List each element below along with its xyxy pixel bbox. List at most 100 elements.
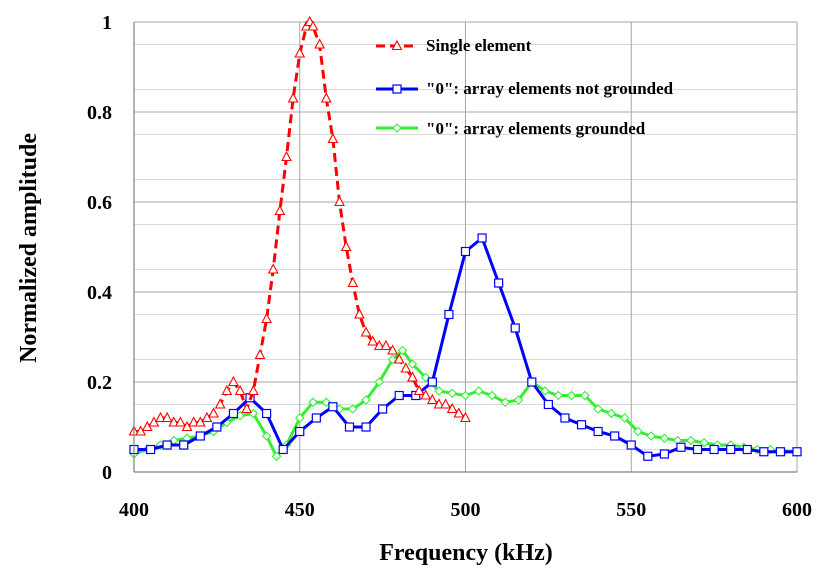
data-point-not-grounded	[262, 408, 272, 419]
data-point-grounded	[407, 359, 418, 369]
data-point-not-grounded	[726, 444, 736, 455]
data-point-single-element	[208, 407, 219, 418]
data-point-not-grounded	[676, 442, 686, 452]
series-layer	[128, 15, 802, 462]
data-point-grounded	[348, 404, 358, 414]
data-point-not-grounded	[759, 447, 769, 457]
legend: Single element "0": array elements not g…	[376, 36, 674, 138]
x-tick-label: 600	[782, 499, 812, 521]
data-point-not-grounded	[576, 420, 587, 430]
data-point-single-element	[174, 416, 186, 427]
legend-swatch-marker-not-grounded	[392, 84, 402, 94]
x-tick-label: 550	[616, 499, 646, 521]
data-point-grounded	[593, 404, 603, 414]
data-point-not-grounded	[344, 422, 355, 432]
data-point-grounded	[659, 433, 670, 444]
data-point-not-grounded	[792, 447, 802, 457]
y-tick-label: 0.2	[87, 372, 112, 394]
legend-swatch-marker-single-element	[391, 39, 403, 51]
axes: Frequency (kHz) Normalized amplitude 0 0.…	[16, 12, 812, 566]
data-point-not-grounded	[626, 440, 636, 450]
data-point-grounded	[606, 408, 617, 419]
data-point-not-grounded	[742, 444, 752, 455]
data-point-grounded	[271, 451, 282, 462]
data-point-not-grounded	[427, 377, 437, 387]
data-point-not-grounded	[212, 422, 222, 432]
data-point-single-element	[261, 312, 273, 324]
data-point-grounded	[540, 386, 550, 396]
data-point-grounded	[294, 413, 305, 423]
data-point-single-element	[393, 353, 405, 364]
data-point-single-element	[446, 402, 458, 414]
data-point-not-grounded	[527, 377, 537, 387]
y-tick-label: 0.8	[87, 102, 112, 124]
data-point-grounded	[308, 397, 318, 408]
gridlines	[134, 21, 798, 472]
data-point-not-grounded	[643, 451, 653, 461]
data-point-grounded	[619, 413, 630, 423]
data-point-single-element	[433, 398, 445, 409]
data-point-not-grounded	[659, 449, 670, 459]
legend-label-not-grounded: "0": array elements not grounded	[426, 79, 674, 98]
data-point-grounded	[580, 390, 590, 401]
data-point-single-element	[367, 335, 379, 346]
data-point-not-grounded	[543, 399, 553, 410]
data-point-single-element	[161, 411, 173, 423]
data-point-single-element	[188, 416, 200, 427]
data-point-grounded	[434, 386, 444, 396]
y-tick-label: 0.4	[87, 282, 112, 304]
legend-item-grounded: "0": array elements grounded	[426, 119, 646, 138]
data-point-single-element	[407, 371, 418, 382]
data-point-single-element	[287, 92, 299, 103]
data-point-single-element	[234, 384, 246, 396]
data-point-not-grounded	[444, 309, 454, 320]
data-point-grounded	[361, 395, 371, 405]
x-tick-label: 500	[451, 499, 481, 521]
data-point-single-element	[347, 276, 359, 288]
data-point-single-element	[214, 398, 226, 409]
legend-item-single-element: Single element	[426, 36, 532, 55]
data-point-grounded	[374, 377, 385, 387]
data-point-grounded	[633, 426, 643, 437]
data-point-single-element	[334, 195, 345, 207]
data-point-single-element	[426, 393, 438, 405]
data-point-not-grounded	[709, 444, 719, 455]
data-point-not-grounded	[378, 404, 388, 414]
data-point-single-element	[460, 411, 471, 423]
data-point-grounded	[500, 397, 511, 408]
data-point-single-element	[420, 389, 432, 400]
data-point-single-element	[294, 47, 306, 58]
data-point-single-element	[387, 344, 398, 355]
data-point-single-element	[274, 204, 286, 216]
data-point-grounded	[447, 388, 458, 399]
data-point-single-element	[327, 132, 339, 144]
x-axis-title: Frequency (kHz)	[379, 540, 553, 566]
y-tick-label: 1	[102, 12, 112, 34]
legend-swatch-marker-grounded	[392, 123, 402, 133]
data-point-not-grounded	[460, 246, 471, 257]
data-point-not-grounded	[162, 440, 172, 450]
y-tick-label: 0	[102, 462, 112, 484]
data-point-not-grounded	[692, 444, 703, 455]
data-point-grounded	[566, 390, 577, 401]
data-point-single-element	[314, 38, 326, 49]
data-point-single-element	[254, 348, 266, 360]
data-point-not-grounded	[361, 422, 371, 432]
data-point-single-element	[453, 407, 465, 418]
data-point-single-element	[413, 384, 425, 396]
data-point-single-element	[400, 362, 412, 373]
data-point-single-element	[373, 339, 385, 351]
data-point-single-element	[281, 150, 292, 162]
data-point-not-grounded	[295, 426, 305, 437]
data-point-grounded	[321, 397, 332, 408]
x-tick-label: 400	[119, 499, 149, 521]
data-point-single-element	[168, 416, 180, 427]
data-point-single-element	[241, 402, 253, 414]
data-point-not-grounded	[328, 402, 338, 412]
series-single-element	[128, 15, 471, 436]
data-point-grounded	[420, 372, 431, 383]
data-point-not-grounded	[179, 440, 189, 450]
data-point-single-element	[340, 240, 352, 252]
